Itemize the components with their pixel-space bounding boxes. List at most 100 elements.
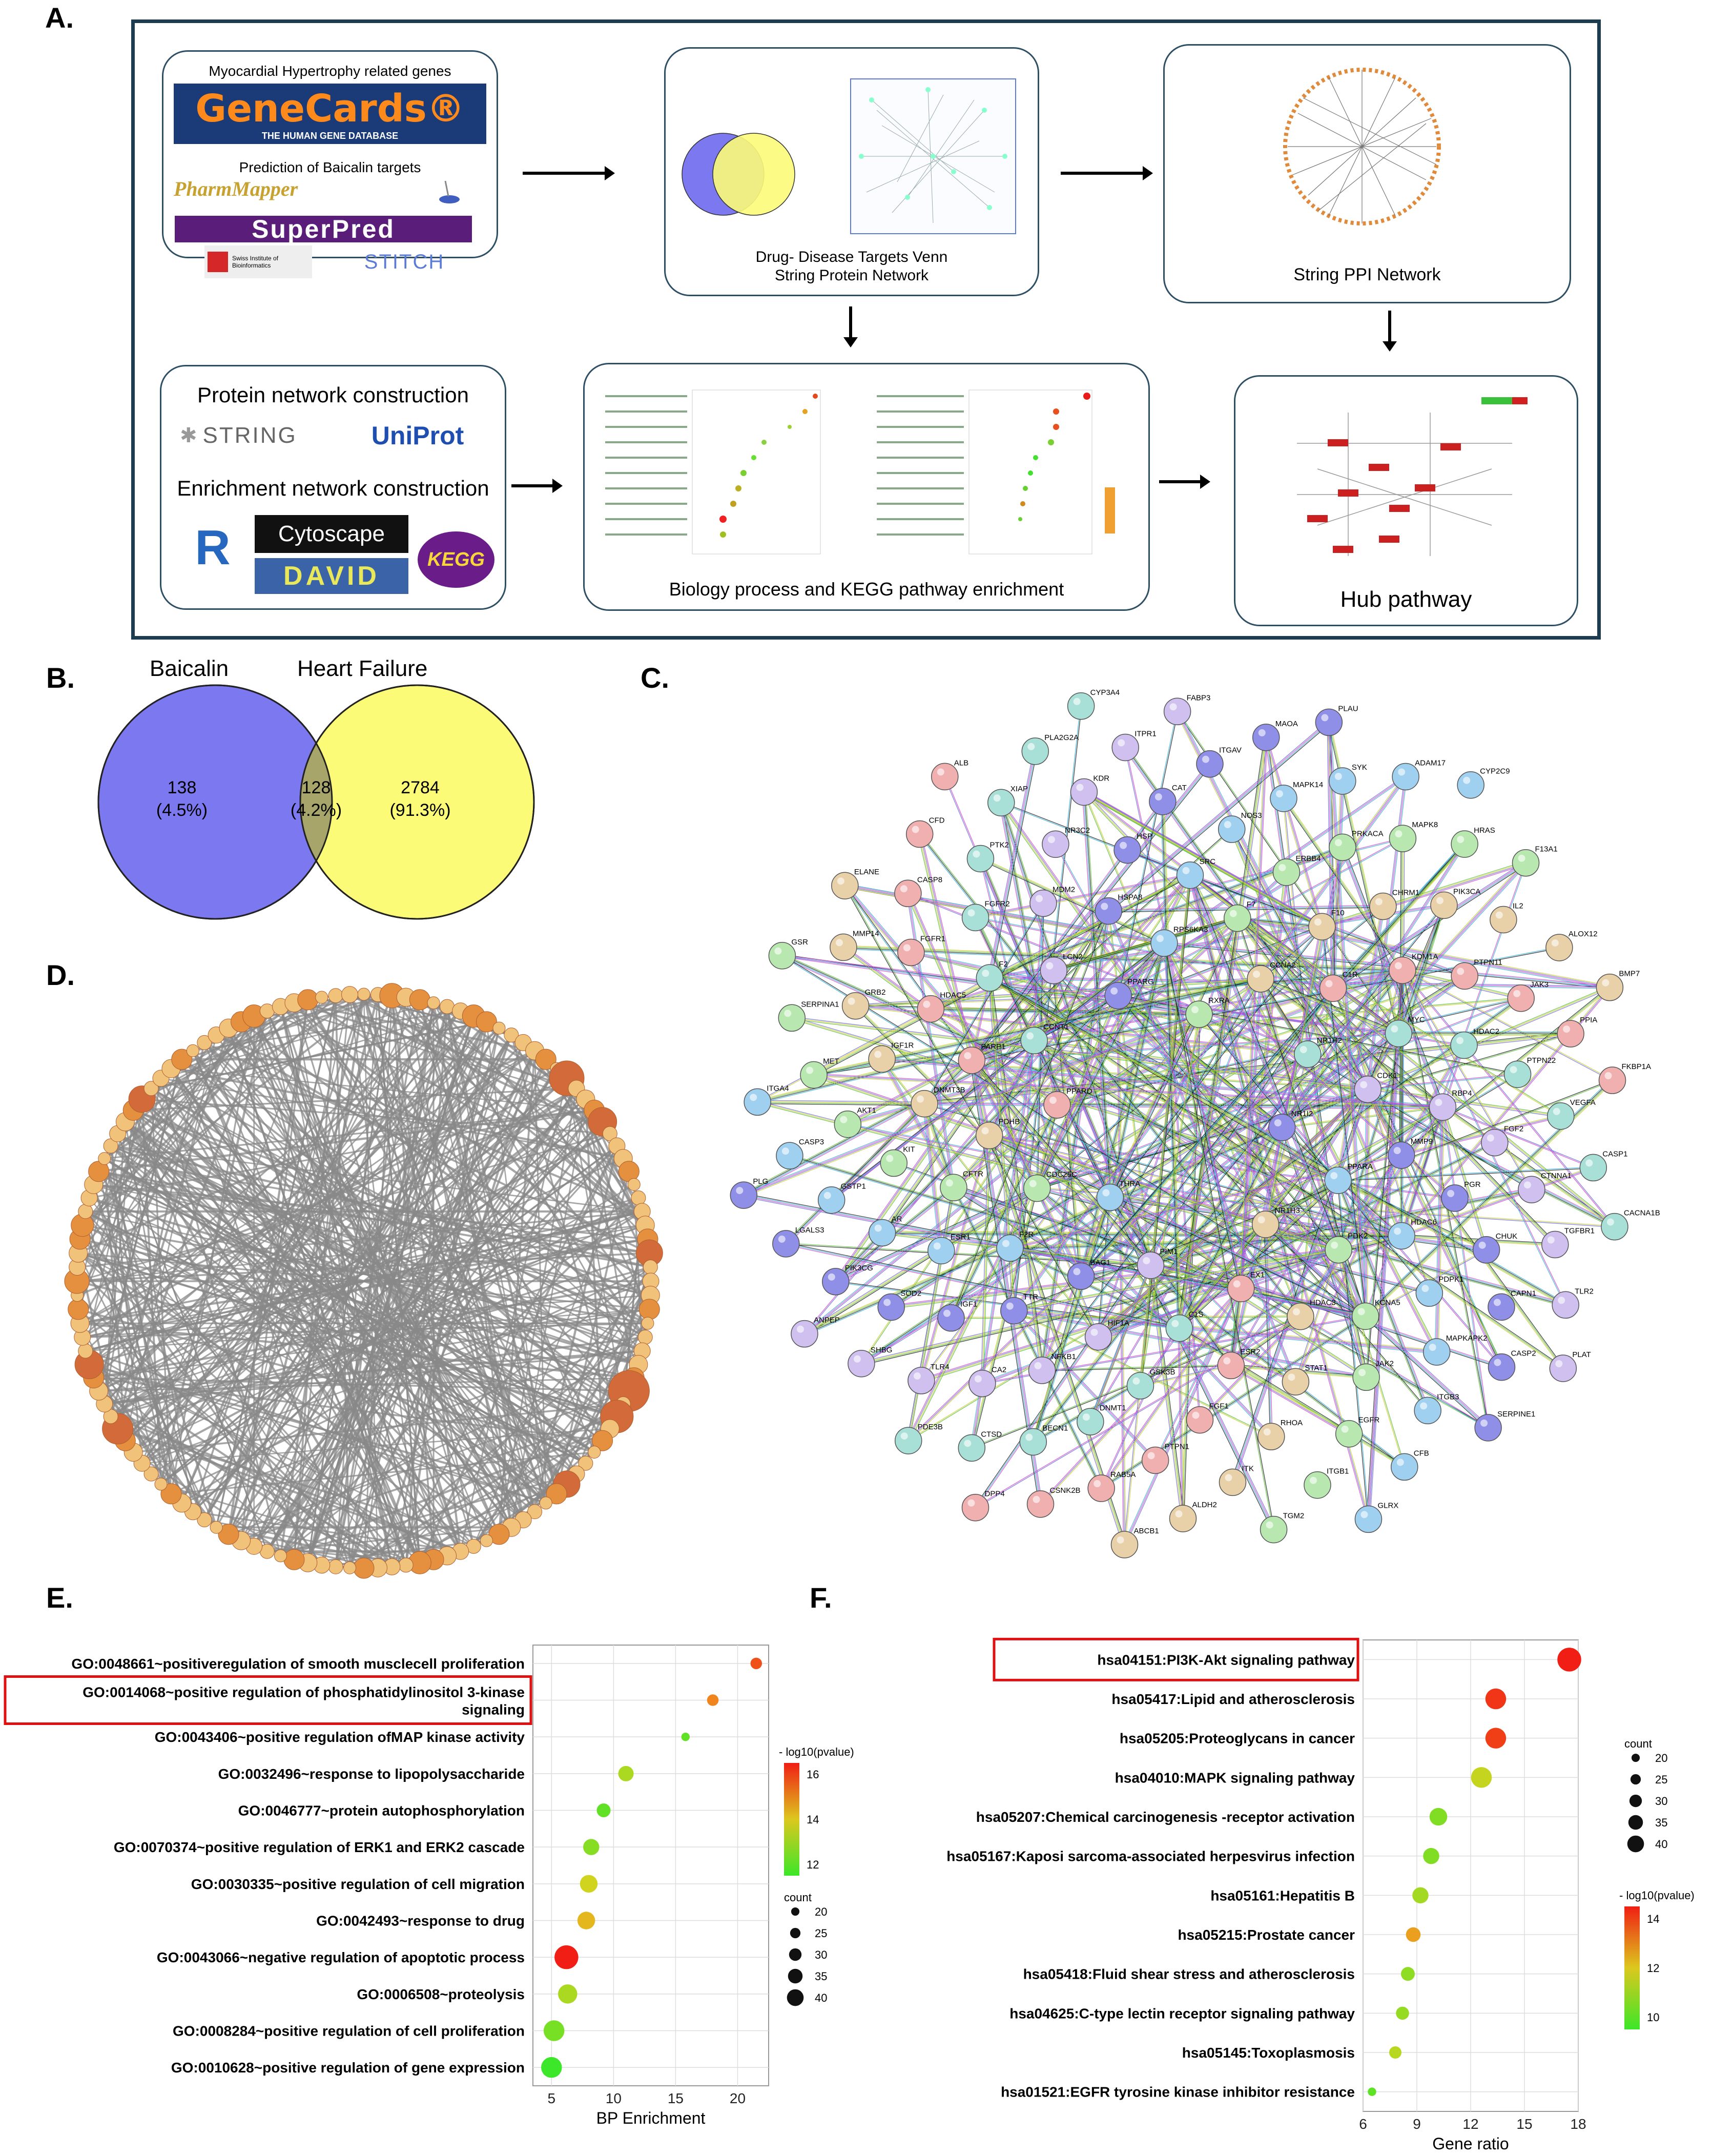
string-node: TLR4 [908,1363,950,1394]
category-label: hsa05418:Fluid shear stress and atherosc… [1023,1966,1355,1982]
string-node-highlight [824,1192,831,1199]
string-node-highlight [1033,1496,1040,1503]
bp-thumbnail [600,385,841,569]
string-node: GRB2 [842,988,886,1019]
string-node-highlight [1480,1420,1488,1427]
ppi-node [328,989,343,1003]
string-node-label: HIF1A [1108,1319,1130,1328]
string-node-highlight [1046,962,1053,970]
string-node-label: PARP1 [981,1042,1005,1051]
string-node-highlight [901,1432,908,1440]
string-node: CFD [906,816,945,848]
string-node-highlight [1457,968,1464,975]
ppi-node [328,1559,343,1574]
string-node-label: ALDH2 [1192,1501,1216,1509]
arrow-down-2 [1379,311,1400,352]
category-label: hsa05417:Lipid and atherosclerosis [1111,1691,1355,1707]
size-legend-tick: 35 [815,1970,827,1983]
size-legend-dot [1632,1754,1640,1762]
size-legend-title: count [1624,1737,1652,1750]
string-node-label: CYP3A4 [1090,688,1120,697]
genes-title: Myocardial Hypertrophy related genes [163,63,497,79]
string-node-label: DNMT1 [1100,1404,1126,1412]
string-node-highlight [1076,784,1083,791]
string-node-label: CTSD [981,1430,1002,1439]
string-node-label: MAPKAPK2 [1446,1334,1488,1343]
string-node: IL2 [1490,902,1523,933]
string-node-label: ALB [954,758,968,767]
size-legend-dot [1628,1815,1643,1830]
string-node: CA2 [969,1366,1006,1397]
string-node-label: TTR [1023,1293,1038,1302]
venn-left-title: Baicalin [150,656,229,682]
ppi-node [631,1190,646,1205]
hub-pathway-box: Hub pathway [1234,375,1578,626]
x-tick-label: 9 [1413,2116,1421,2132]
arrow-down-1 [840,306,861,347]
string-node: ALOX12 [1546,930,1598,961]
data-point [1389,2046,1401,2059]
string-node-highlight [1091,1329,1098,1336]
string-node-label: TLR4 [931,1363,950,1371]
string-node-label: SYK [1352,763,1367,772]
string-node-label: PIK3CA [1453,887,1480,896]
string-node: CHUK [1473,1232,1518,1263]
data-point [580,1875,598,1893]
string-node-highlight [1175,1510,1182,1517]
string-node: ANPEP [791,1316,840,1347]
string-node-highlight [797,1326,804,1333]
string-node-highlight [1447,1190,1454,1197]
string-node: FKBP1A [1599,1062,1651,1094]
string-node-highlight [964,1440,971,1447]
string-node-label: GSR [791,938,808,947]
string-node-highlight [1118,739,1125,746]
string-node-label: AKT1 [857,1106,876,1115]
category-label: hsa05167:Kaposi sarcoma-associated herpe… [946,1849,1355,1864]
color-legend-bar [1624,1906,1640,2029]
string-node: ITGA4 [744,1084,789,1115]
string-node: PLAU [1315,704,1358,735]
x-tick-label: 12 [1462,2116,1478,2132]
string-node-label: FGFR2 [985,899,1010,908]
category-label: GO:0046777~protein autophosphorylation [238,1803,525,1819]
string-node-highlight [1288,1373,1295,1381]
string-node-label: ITGA4 [767,1084,789,1093]
x-axis-title: Gene ratio [1432,2134,1509,2152]
string-node-highlight [1494,1359,1501,1366]
string-node-highlight [1479,1242,1486,1249]
string-node-highlight [1035,1362,1042,1369]
string-node-label: FABP3 [1187,693,1211,702]
ppi-node [399,1558,413,1572]
genecards-logo-text: GeneCards® [195,87,465,131]
string-node-highlight [914,1372,921,1380]
string-node-label: PPARD [1066,1087,1092,1096]
string-node-highlight [828,1274,835,1281]
string-node-label: RXRA [1208,996,1230,1005]
string-node-highlight [1321,714,1328,721]
string-node-highlight [1435,1099,1442,1106]
string-node-highlight [1553,1108,1560,1115]
category-label: GO:0030335~positive regulation of cell m… [191,1876,525,1892]
string-node-label: F2R [1019,1230,1034,1239]
string-node-highlight [1049,1097,1057,1104]
data-point [1368,2087,1376,2096]
string-node-highlight [1224,821,1231,828]
data-point [682,1733,690,1741]
string-node-highlight [1233,1280,1241,1287]
size-legend-tick: 20 [815,1905,827,1918]
string-node-label: XIAP [1010,785,1028,793]
color-legend-tick: 10 [1647,2011,1659,2024]
stitch-logo: STITCH [338,249,471,275]
string-node-highlight [1420,1402,1427,1409]
size-legend-tick: 30 [1655,1795,1667,1808]
string-node-label: PRKACA [1352,829,1384,838]
category-label: GO:0070374~positive regulation of ERK1 a… [114,1839,525,1855]
data-point [1401,1967,1415,1981]
string-node-label: RPS6KA3 [1173,925,1208,934]
string-node-label: PLA2G2A [1044,733,1079,742]
size-legend-tick: 35 [1655,1816,1667,1829]
string-node-highlight [1120,842,1127,849]
string-node: PLG [730,1177,768,1208]
string-node-highlight [1148,1452,1155,1459]
string-node: BMP7 [1596,970,1640,1001]
